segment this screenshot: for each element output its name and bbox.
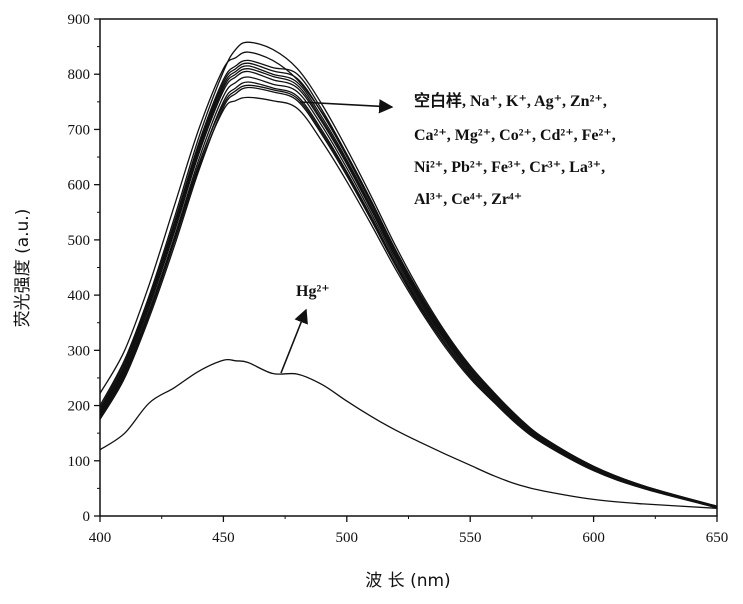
y-axis-title: 荧光强度 (a.u.) bbox=[13, 209, 33, 328]
y-tick-label-200: 200 bbox=[68, 399, 91, 415]
x-tick-label-500: 500 bbox=[336, 530, 359, 546]
x-tick-label-550: 550 bbox=[459, 530, 482, 546]
x-axis-title: 波 长 (nm) bbox=[365, 571, 450, 591]
y-tick-label-800: 800 bbox=[68, 67, 91, 83]
series-line-8 bbox=[100, 87, 717, 507]
ions-annotation-line-4: Al³⁺, Ce⁴⁺, Zr⁴⁺ bbox=[414, 191, 522, 208]
x-tick-label-650: 650 bbox=[706, 530, 729, 546]
x-axis: 400 450 500 550 600 650 bbox=[89, 516, 729, 546]
y-tick-label-500: 500 bbox=[68, 233, 91, 249]
x-tick-label-400: 400 bbox=[89, 530, 112, 546]
y-tick-label-900: 900 bbox=[68, 12, 91, 28]
y-axis: 0 100 200 300 400 500 600 700 800 900 bbox=[68, 12, 101, 525]
x-tick-label-600: 600 bbox=[582, 530, 605, 546]
ions-annotation: 空白样, Na⁺, K⁺, Ag⁺, Zn²⁺, Ca²⁺, Mg²⁺, Co²… bbox=[414, 91, 616, 208]
plot-frame bbox=[100, 19, 717, 516]
y-tick-label-0: 0 bbox=[83, 509, 91, 525]
ions-annotation-line-2: Ca²⁺, Mg²⁺, Co²⁺, Cd²⁺, Fe²⁺, bbox=[414, 127, 616, 144]
y-tick-label-300: 300 bbox=[68, 343, 91, 359]
y-tick-label-100: 100 bbox=[68, 454, 91, 470]
y-tick-label-700: 700 bbox=[68, 122, 91, 138]
ions-annotation-line-3: Ni²⁺, Pb²⁺, Fe³⁺, Cr³⁺, La³⁺, bbox=[414, 159, 605, 176]
y-tick-label-400: 400 bbox=[68, 288, 91, 304]
hg-arrow bbox=[281, 310, 306, 373]
y-tick-label-600: 600 bbox=[68, 178, 91, 194]
x-tick-label-450: 450 bbox=[212, 530, 235, 546]
hg-annotation: Hg²⁺ bbox=[296, 283, 330, 300]
series-layer bbox=[100, 42, 717, 508]
series-line-13 bbox=[100, 360, 717, 509]
ions-annotation-line-1: 空白样, Na⁺, K⁺, Ag⁺, Zn²⁺, bbox=[414, 91, 607, 110]
